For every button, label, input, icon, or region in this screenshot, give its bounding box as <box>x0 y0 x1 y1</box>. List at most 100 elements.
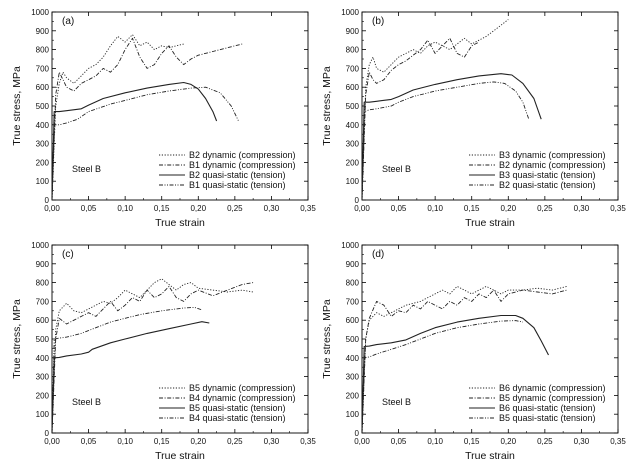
panel-1-y-tick-label: 200 <box>36 158 50 167</box>
panel-3-x-tick-label: 0,35 <box>300 437 316 446</box>
panel-1-x-axis-label: True strain <box>155 217 205 229</box>
panel-1-y-tick-label: 1000 <box>31 8 49 17</box>
panel-2-y-tick-label: 400 <box>346 121 360 130</box>
panel-3-y-axis-label: True stress, MPa <box>11 299 23 379</box>
panel-1-y-tick-label: 600 <box>36 83 50 92</box>
panel-2-y-tick-label: 800 <box>346 46 360 55</box>
panel-2-x-tick-label: 0,00 <box>354 204 370 213</box>
panel-4-x-axis-label: True strain <box>465 450 515 462</box>
panel-4-x-tick-label: 0,10 <box>427 437 443 446</box>
panel-3-legend-entry: B4 quasi-static (tension) <box>189 413 286 423</box>
panel-1-y-axis-label: True stress, MPa <box>11 66 23 146</box>
panel-4-x-tick-label: 0,25 <box>537 437 553 446</box>
panel-1-steel-label: Steel B <box>72 164 101 174</box>
panel-3-y-tick-label: 700 <box>36 297 50 306</box>
panel-3-series-1-line <box>52 278 254 433</box>
panel-3-x-tick-label: 0,10 <box>117 437 133 446</box>
panel-4-x-tick-label: 0,00 <box>354 437 370 446</box>
panel-3-x-tick-label: 0,25 <box>227 437 243 446</box>
panel-2-x-axis-label: True strain <box>465 217 515 229</box>
panel-3-x-tick-label: 0,20 <box>190 437 206 446</box>
panel-3-x-tick-label: 0,05 <box>81 437 97 446</box>
panel-1-y-tick-label: 0 <box>45 196 50 205</box>
panel-2-x-tick-label: 0,35 <box>610 204 626 213</box>
panel-1-legend-entry: B1 quasi-static (tension) <box>189 180 286 190</box>
panel-4-series-2-line <box>362 289 567 433</box>
panel-4-legend-entry: B5 dynamic (compression) <box>499 393 606 403</box>
panel-4-x-tick-label: 0,30 <box>574 437 590 446</box>
panel-3-y-tick-label: 200 <box>36 391 50 400</box>
panel-1-series-1-line <box>52 34 184 200</box>
panel-1-y-tick-label: 300 <box>36 140 50 149</box>
panel-3: 0,00 0,05 0,10 0,15 0,20 0,25 0,30 0,35 0 100 200 3… <box>11 241 316 462</box>
panel-3-x-tick-label: 0,15 <box>154 437 170 446</box>
panel-1-y-tick-label: 400 <box>36 121 50 130</box>
panel-4-legend-entry: B6 quasi-static (tension) <box>499 403 596 413</box>
panel-2-legend-entry: B2 dynamic (compression) <box>499 160 606 170</box>
panel-2: 0,00 0,05 0,10 0,15 0,20 0,25 0,30 0,35 0 100 200 3… <box>321 8 626 229</box>
panel-2-y-tick-label: 200 <box>346 158 360 167</box>
panel-1-legend-entry: B1 dynamic (compression) <box>189 160 296 170</box>
panel-2-y-tick-label: 500 <box>346 102 360 111</box>
panel-2-series-3-line <box>362 73 542 200</box>
panel-4: 0,00 0,05 0,10 0,15 0,20 0,25 0,30 0,35 0 100 200 3… <box>321 241 626 462</box>
panel-3-y-tick-label: 1000 <box>31 241 49 250</box>
panel-1-panel-letter: (a) <box>62 16 74 27</box>
panel-2-legend-entry: B2 quasi-static (tension) <box>499 180 596 190</box>
panel-1-series-4-line <box>52 86 239 200</box>
panel-3-steel-label: Steel B <box>72 397 101 407</box>
panel-2-series-2-line <box>362 37 480 200</box>
panel-4-series-4-line <box>362 320 523 433</box>
panel-1-x-tick-label: 0,00 <box>44 204 60 213</box>
panel-2-y-tick-label: 300 <box>346 140 360 149</box>
panel-1-y-tick-label: 500 <box>36 102 50 111</box>
panel-4-y-axis-label: True stress, MPa <box>321 299 333 379</box>
panel-4-panel-letter: (d) <box>372 249 384 260</box>
panel-1-legend-entry: B2 quasi-static (tension) <box>189 170 286 180</box>
panel-4-y-tick-label: 600 <box>346 316 360 325</box>
panel-2-y-tick-label: 100 <box>346 177 360 186</box>
panel-1-x-tick-label: 0,05 <box>81 204 97 213</box>
panel-2-x-tick-label: 0,05 <box>391 204 407 213</box>
panel-2-x-tick-label: 0,15 <box>464 204 480 213</box>
panel-3-series-3-line <box>52 321 210 433</box>
panel-4-y-tick-label: 1000 <box>341 241 359 250</box>
panel-3-panel-letter: (c) <box>62 249 74 260</box>
panel-1-legend-entry: B2 dynamic (compression) <box>189 150 296 160</box>
panel-4-y-tick-label: 900 <box>346 260 360 269</box>
panel-3-x-tick-label: 0,00 <box>44 437 60 446</box>
panel-2-x-tick-label: 0,25 <box>537 204 553 213</box>
panel-4-y-tick-label: 700 <box>346 297 360 306</box>
panel-2-y-tick-label: 700 <box>346 64 360 73</box>
panel-2-series-1-line <box>362 19 509 200</box>
panel-1-x-tick-label: 0,25 <box>227 204 243 213</box>
panel-2-x-tick-label: 0,30 <box>574 204 590 213</box>
panel-3-series-4-line <box>52 306 203 433</box>
panel-2-y-tick-label: 600 <box>346 83 360 92</box>
panel-4-x-tick-label: 0,35 <box>610 437 626 446</box>
panel-4-x-tick-label: 0,20 <box>500 437 516 446</box>
panel-1-y-tick-label: 700 <box>36 64 50 73</box>
panel-4-legend-entry: B6 dynamic (compression) <box>499 383 606 393</box>
panel-3-y-tick-label: 800 <box>36 279 50 288</box>
panel-2-x-tick-label: 0,10 <box>427 204 443 213</box>
panel-4-y-tick-label: 800 <box>346 279 360 288</box>
panel-2-panel-letter: (b) <box>372 16 384 27</box>
panel-4-y-tick-label: 300 <box>346 373 360 382</box>
panel-3-y-tick-label: 600 <box>36 316 50 325</box>
panel-1-x-tick-label: 0,35 <box>300 204 316 213</box>
panel-2-steel-label: Steel B <box>382 164 411 174</box>
panel-4-series-3-line <box>362 314 549 433</box>
panel-2-legend-entry: B3 dynamic (compression) <box>499 150 606 160</box>
panel-2-y-tick-label: 900 <box>346 27 360 36</box>
panel-2-legend-entry: B3 quasi-static (tension) <box>499 170 596 180</box>
panel-2-y-axis-label: True stress, MPa <box>321 66 333 146</box>
panel-1-y-tick-label: 900 <box>36 27 50 36</box>
panel-2-y-tick-label: 0 <box>355 196 360 205</box>
panel-1: 0,00 0,05 0,10 0,15 0,20 0,25 0,30 0,35 0 100 200 3… <box>11 8 316 229</box>
panel-3-legend-entry: B5 quasi-static (tension) <box>189 403 286 413</box>
panel-2-y-tick-label: 1000 <box>341 8 359 17</box>
panel-4-steel-label: Steel B <box>382 397 411 407</box>
panel-3-legend-entry: B4 dynamic (compression) <box>189 393 296 403</box>
